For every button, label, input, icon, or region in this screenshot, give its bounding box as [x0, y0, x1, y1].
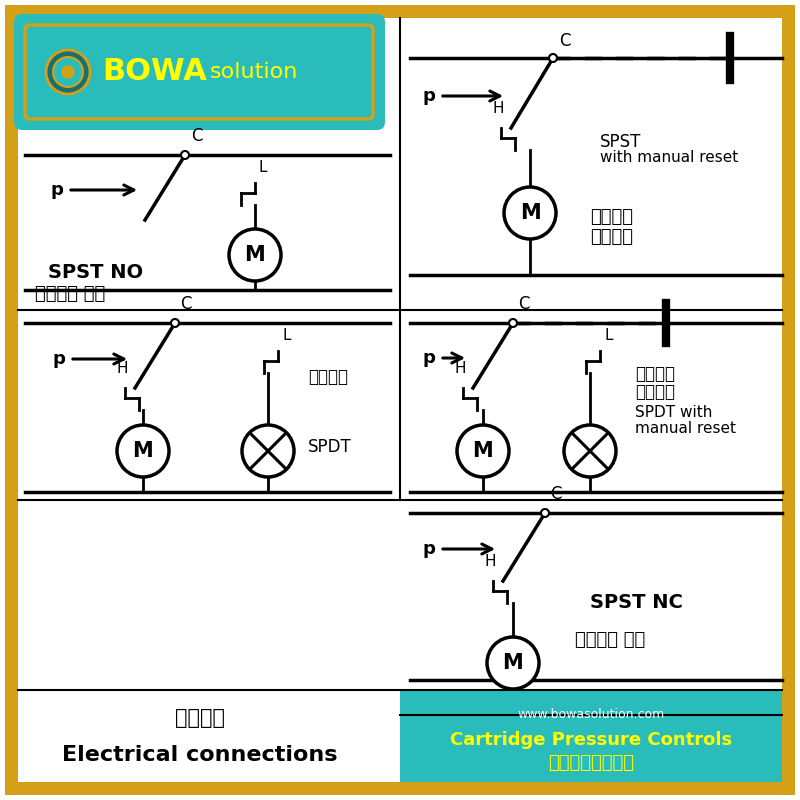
Text: H: H	[485, 554, 497, 569]
Text: L: L	[259, 160, 267, 175]
Text: SPST: SPST	[600, 133, 642, 151]
Text: H: H	[493, 101, 505, 116]
Text: M: M	[502, 653, 523, 673]
Text: C: C	[559, 32, 570, 50]
Circle shape	[564, 425, 616, 477]
Text: p: p	[422, 349, 435, 367]
Text: 单刀单援 常闭: 单刀单援 常闭	[575, 631, 646, 649]
Text: C: C	[550, 485, 562, 503]
Circle shape	[117, 425, 169, 477]
Text: SPDT with: SPDT with	[635, 405, 712, 420]
Text: 单刀单援: 单刀单援	[590, 208, 633, 226]
FancyBboxPatch shape	[400, 690, 782, 782]
FancyBboxPatch shape	[14, 14, 385, 130]
Text: L: L	[282, 328, 290, 343]
Text: Electrical connections: Electrical connections	[62, 745, 338, 765]
Text: manual reset: manual reset	[635, 421, 736, 436]
Circle shape	[53, 57, 83, 87]
Text: H: H	[117, 361, 129, 376]
Text: SPDT: SPDT	[308, 438, 352, 456]
Text: M: M	[473, 441, 494, 461]
Circle shape	[46, 50, 90, 94]
FancyBboxPatch shape	[5, 5, 795, 795]
Circle shape	[242, 425, 294, 477]
Text: www.bowasolution.com: www.bowasolution.com	[518, 709, 665, 722]
Text: p: p	[50, 181, 63, 199]
Text: L: L	[604, 328, 613, 343]
Text: 单刀双援: 单刀双援	[635, 365, 675, 383]
Circle shape	[549, 54, 557, 62]
Circle shape	[229, 229, 281, 281]
Text: M: M	[133, 441, 154, 461]
Text: 单刀单援 常开: 单刀单援 常开	[35, 285, 106, 303]
Text: Cartridge Pressure Controls: Cartridge Pressure Controls	[450, 731, 732, 749]
Circle shape	[504, 187, 556, 239]
Circle shape	[457, 425, 509, 477]
Text: C: C	[180, 295, 191, 313]
Text: SPST NC: SPST NC	[590, 593, 683, 612]
Text: with manual reset: with manual reset	[600, 150, 738, 165]
Text: C: C	[518, 295, 530, 313]
Circle shape	[541, 509, 549, 517]
Text: BOWA: BOWA	[102, 58, 207, 86]
Text: M: M	[520, 203, 540, 223]
Text: M: M	[245, 245, 266, 265]
Text: SPST NO: SPST NO	[48, 263, 143, 282]
Text: 手动复位: 手动复位	[635, 383, 675, 401]
Text: H: H	[455, 361, 466, 376]
Circle shape	[181, 151, 189, 159]
Text: p: p	[422, 540, 435, 558]
Text: 单刀双援: 单刀双援	[308, 368, 348, 386]
Text: 手动复位: 手动复位	[590, 228, 633, 246]
Text: p: p	[422, 87, 435, 105]
Circle shape	[171, 319, 179, 327]
FancyBboxPatch shape	[18, 18, 782, 782]
Circle shape	[487, 637, 539, 689]
Text: 即插式压力控制器: 即插式压力控制器	[548, 754, 634, 772]
Text: C: C	[191, 127, 202, 145]
Text: 触点形式: 触点形式	[175, 708, 225, 728]
Circle shape	[509, 319, 517, 327]
Text: p: p	[52, 350, 65, 368]
Circle shape	[62, 66, 74, 78]
Text: solution: solution	[210, 62, 298, 82]
